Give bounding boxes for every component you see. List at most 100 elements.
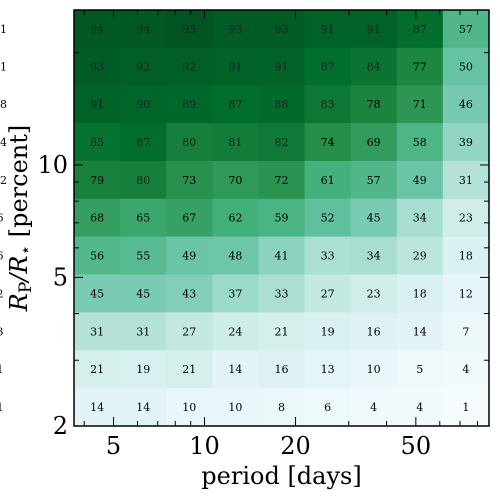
cell-value-label: 6: [0, 212, 4, 225]
cell-value-label: 67: [182, 212, 196, 225]
cell-value-label: 92: [136, 60, 150, 73]
cell-value-label: 37: [228, 287, 242, 300]
cell-value-label: 18: [413, 287, 427, 300]
heatmap-cell: [396, 85, 444, 124]
cell-value-label: 61: [321, 174, 335, 187]
heatmap-cell: [304, 236, 352, 276]
cell-value-label: 19: [321, 325, 335, 338]
heatmap-cell: [396, 198, 444, 238]
heatmap-cell: [304, 198, 352, 238]
x-tick-label: 50: [401, 432, 432, 460]
y-label-sub-p: P: [16, 282, 36, 293]
heatmap-cell: [442, 312, 490, 351]
heatmap-cell: [74, 47, 121, 86]
heatmap-cell: [74, 236, 121, 276]
cell-value-label: 91: [228, 60, 242, 73]
cell-value-label: 52: [321, 212, 335, 225]
heatmap-cell: [442, 85, 490, 124]
heatmap-cell: [350, 47, 398, 86]
cell-value-label: 23: [367, 287, 381, 300]
cell-value-label: 55: [136, 250, 150, 263]
cell-value-label: 14: [413, 325, 427, 338]
y-label-r: R: [5, 293, 33, 312]
y-label-slash-r: /R: [5, 256, 33, 284]
heatmap-cell: [120, 47, 167, 86]
y-tick-label: 2: [53, 412, 68, 440]
cell-value-label: 45: [90, 287, 104, 300]
cell-value-label: 92: [182, 60, 196, 73]
heatmap-cell: [166, 236, 213, 276]
cell-value-label: 49: [413, 174, 427, 187]
cell-value-label: 65: [136, 212, 150, 225]
cell-value-label: 70: [228, 174, 242, 187]
cell-value-label: 83: [321, 98, 335, 111]
heatmap-cell: [120, 85, 167, 124]
heatmap-cell: [258, 160, 306, 200]
heatmap-cell: [74, 10, 121, 49]
cell-value-label: 13: [321, 363, 335, 376]
heatmap-cell: [212, 85, 260, 124]
cell-value-label: 3: [0, 325, 4, 338]
heatmap-cell: [258, 85, 306, 124]
cell-value-label: 12: [459, 287, 473, 300]
cell-value-label: 29: [413, 250, 427, 263]
cell-value-label: 91: [90, 98, 104, 111]
heatmap-cell: [212, 388, 260, 427]
heatmap-cell: [212, 10, 260, 49]
heatmap-cell: [442, 350, 490, 389]
cell-value-label: 14: [90, 401, 104, 414]
cell-value-label: 31: [90, 325, 104, 338]
heatmap-cell: [304, 274, 352, 313]
heatmap-cell: [258, 274, 306, 313]
heatmap-cell: [74, 312, 121, 351]
cell-value-label: 91: [321, 23, 335, 36]
heatmap-cell: [212, 198, 260, 238]
heatmap-cell: [120, 198, 167, 238]
cell-value-label: 10: [367, 363, 381, 376]
cell-value-label: 31: [459, 174, 473, 187]
heatmap-cell: [120, 236, 167, 276]
cell-value-label: 14: [136, 401, 150, 414]
cell-value-label: 49: [182, 250, 196, 263]
heatmap-cell: [120, 388, 167, 427]
cell-value-label: 45: [367, 212, 381, 225]
heatmap-cell: [442, 388, 490, 427]
cell-value-label: 18: [459, 250, 473, 263]
heatmap-cell: [166, 10, 213, 49]
cell-value-label: 57: [367, 174, 381, 187]
cell-value-label: 81: [228, 136, 242, 149]
heatmap-cell: [166, 123, 213, 162]
heatmap-cell: [442, 274, 490, 313]
cell-value-label: 46: [459, 98, 473, 111]
cell-value-label: 93: [275, 23, 289, 36]
heatmap-cell: [166, 312, 213, 351]
y-label-unit: [percent]: [5, 125, 33, 245]
cell-value-label: 57: [459, 23, 473, 36]
x-tick-label: 20: [280, 432, 311, 460]
cell-value-label: 78: [367, 98, 381, 111]
heatmap-cell: [396, 312, 444, 351]
cell-value-label: 72: [275, 174, 289, 187]
cell-value-label: 1: [0, 401, 4, 414]
cell-value-label: 80: [182, 136, 196, 149]
heatmap-cell: [166, 274, 213, 313]
cell-value-label: 4: [370, 401, 377, 414]
heatmap-cell: [442, 198, 490, 238]
cell-value-label: 41: [275, 250, 289, 263]
cell-value-label: 21: [0, 60, 7, 73]
cell-value-label: 23: [459, 212, 473, 225]
cell-value-label: 91: [275, 60, 289, 73]
cell-value-label: 62: [228, 212, 242, 225]
heatmap-cell: [74, 85, 121, 124]
cell-value-label: 88: [275, 98, 289, 111]
cell-value-label: 8: [278, 401, 285, 414]
cell-value-label: 45: [136, 287, 150, 300]
heatmap-cell: [120, 312, 167, 351]
heatmap-cell: [304, 123, 352, 162]
cell-value-label: 5: [416, 363, 423, 376]
cell-value-label: 24: [228, 325, 242, 338]
cell-value-label: 4: [416, 401, 423, 414]
cell-value-label: 19: [136, 363, 150, 376]
heatmap-cell: [304, 312, 352, 351]
